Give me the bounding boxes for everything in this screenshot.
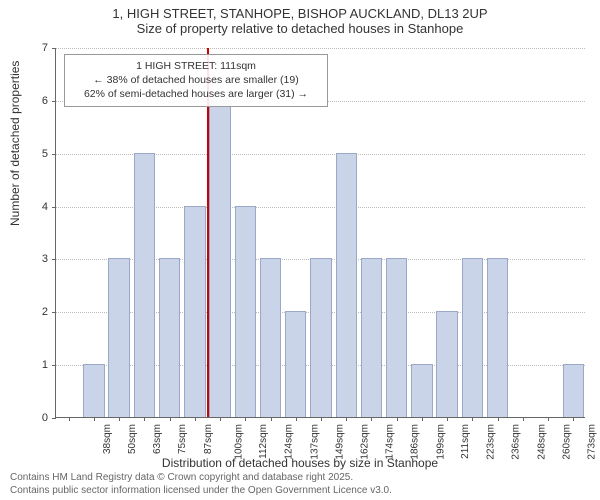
ytick-label: 4 (42, 201, 48, 213)
y-axis-label: Number of detached properties (8, 61, 22, 226)
xtick-mark (498, 417, 499, 421)
info-box-line1: 1 HIGH STREET: 111sqm (73, 59, 319, 73)
xtick-label: 260sqm (561, 424, 572, 460)
xtick-mark (422, 417, 423, 421)
xtick-mark (69, 417, 70, 421)
xtick-mark (523, 417, 524, 421)
ytick-label: 6 (42, 95, 48, 107)
xtick-mark (371, 417, 372, 421)
ytick-label: 3 (42, 253, 48, 265)
title-line1: 1, HIGH STREET, STANHOPE, BISHOP AUCKLAN… (0, 6, 600, 21)
xtick-label: 273sqm (587, 424, 598, 460)
xtick-mark (346, 417, 347, 421)
xtick-mark (321, 417, 322, 421)
xtick-label: 199sqm (435, 424, 446, 460)
xtick-label: 100sqm (233, 424, 244, 460)
ytick-label: 1 (42, 359, 48, 371)
xtick-mark (447, 417, 448, 421)
title-block: 1, HIGH STREET, STANHOPE, BISHOP AUCKLAN… (0, 6, 600, 36)
xtick-label: 38sqm (102, 424, 113, 454)
x-axis-label: Distribution of detached houses by size … (0, 456, 600, 470)
xtick-mark (397, 417, 398, 421)
info-box: 1 HIGH STREET: 111sqm ← 38% of detached … (64, 54, 328, 107)
xtick-mark (296, 417, 297, 421)
xtick-mark (94, 417, 95, 421)
xtick-mark (144, 417, 145, 421)
xtick-mark (271, 417, 272, 421)
title-line2: Size of property relative to detached ho… (0, 21, 600, 36)
ytick-label: 0 (42, 412, 48, 424)
ytick-label: 5 (42, 148, 48, 160)
xtick-label: 50sqm (127, 424, 138, 454)
xtick-mark (245, 417, 246, 421)
xtick-label: 248sqm (536, 424, 547, 460)
chart-container: 1, HIGH STREET, STANHOPE, BISHOP AUCKLAN… (0, 0, 600, 500)
xtick-label: 223sqm (486, 424, 497, 460)
xtick-mark (170, 417, 171, 421)
xtick-label: 124sqm (284, 424, 295, 460)
xtick-mark (195, 417, 196, 421)
xtick-label: 112sqm (258, 424, 269, 459)
xtick-mark (119, 417, 120, 421)
xtick-label: 162sqm (360, 424, 371, 460)
xtick-label: 87sqm (203, 424, 214, 454)
info-box-line3: 62% of semi-detached houses are larger (… (73, 87, 319, 101)
xtick-label: 186sqm (410, 424, 421, 460)
xtick-label: 63sqm (152, 424, 163, 454)
footer: Contains HM Land Registry data © Crown c… (10, 472, 392, 497)
footer-line1: Contains HM Land Registry data © Crown c… (10, 472, 392, 485)
footer-line2: Contains public sector information licen… (10, 485, 392, 498)
xtick-label: 174sqm (385, 424, 396, 460)
ytick-mark (52, 418, 56, 419)
xtick-label: 137sqm (309, 424, 320, 460)
xtick-label: 211sqm (460, 424, 471, 459)
xtick-label: 75sqm (177, 424, 188, 454)
xtick-mark (548, 417, 549, 421)
ytick-label: 2 (42, 306, 48, 318)
xtick-mark (573, 417, 574, 421)
info-box-line2: ← 38% of detached houses are smaller (19… (73, 73, 319, 87)
xtick-label: 149sqm (334, 424, 345, 460)
xtick-label: 236sqm (511, 424, 522, 460)
ytick-label: 7 (42, 42, 48, 54)
xtick-mark (220, 417, 221, 421)
xtick-mark (472, 417, 473, 421)
